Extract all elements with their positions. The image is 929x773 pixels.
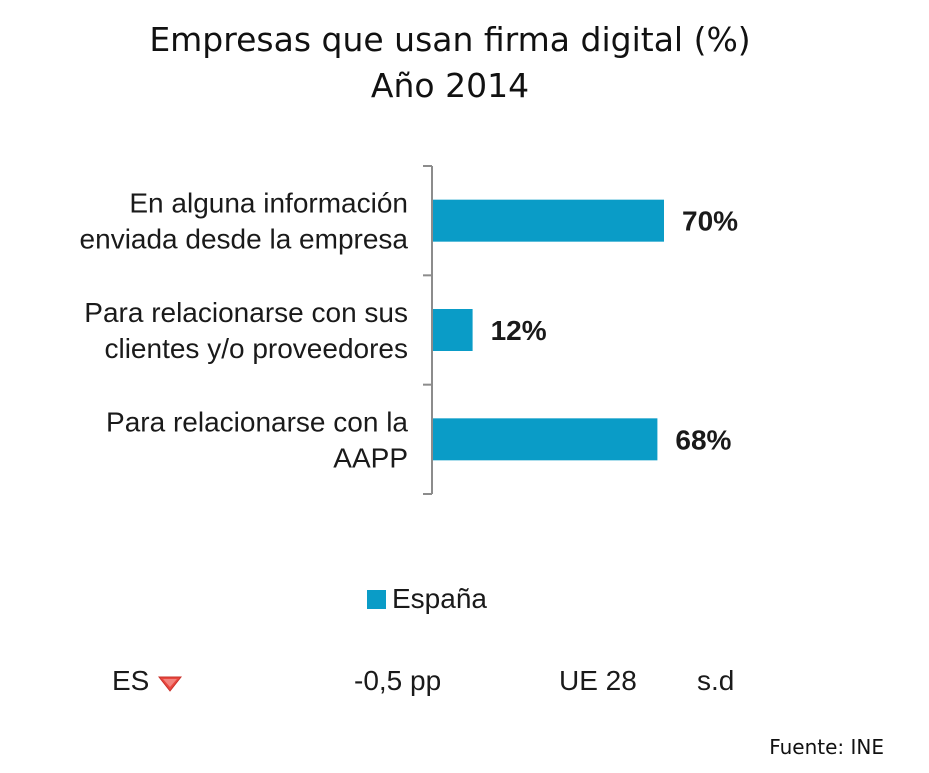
legend-swatch [367,589,386,609]
legend-label: España [392,583,487,614]
chart-subtitle: Año 2014 [370,66,530,105]
data-label: 70% [682,206,738,237]
source-note: Fuente: INE [769,735,884,759]
category-label: Para relacionarse con sus [84,297,408,328]
bar [433,199,664,242]
category-label: AAPP [333,442,408,473]
bar [433,418,658,461]
category-label: enviada desde la empresa [80,224,409,255]
bar [433,309,473,351]
category-label: En alguna información [129,188,408,219]
data-label: 68% [675,424,731,455]
down-triangle-icon [158,676,182,692]
country-code: ES [112,665,150,696]
difference-value: -0,5 pp [354,665,442,696]
category-label: Para relacionarse con la [106,406,408,437]
legend: España [367,583,487,615]
eu-label: UE 28 [559,665,637,696]
category-label: clientes y/o proveedores [104,333,408,364]
data-label: 12% [491,315,547,346]
chart-title: Empresas que usan firma digital (%) [149,20,751,59]
bar-chart: 70% En alguna información enviada desde la… [80,165,738,495]
eu-value: s.d [697,665,735,696]
